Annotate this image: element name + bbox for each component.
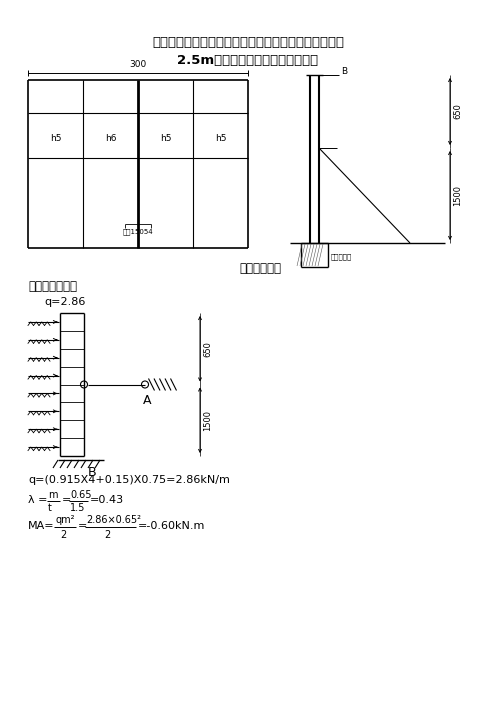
- Text: A: A: [143, 394, 151, 407]
- Text: 1.5: 1.5: [70, 503, 85, 513]
- Text: 1500: 1500: [453, 185, 462, 206]
- Text: h5: h5: [215, 134, 226, 143]
- Text: 1500: 1500: [203, 410, 212, 431]
- Text: m: m: [48, 490, 58, 500]
- Text: =-0.60kN.m: =-0.60kN.m: [138, 521, 205, 531]
- Text: h5: h5: [50, 134, 61, 143]
- Text: 《菆田市房建市政工程围挡、外架、扬尘等示范图集》: 《菆田市房建市政工程围挡、外架、扬尘等示范图集》: [152, 36, 344, 48]
- Text: =: =: [62, 495, 71, 505]
- Text: 计算受力简图: 计算受力简图: [239, 262, 281, 274]
- Text: 300: 300: [129, 60, 147, 69]
- Text: h6: h6: [105, 134, 116, 143]
- Text: 地脚螺栓下: 地脚螺栓下: [331, 253, 352, 260]
- Text: MA=: MA=: [28, 521, 55, 531]
- Text: q=(0.915X4+0.15)X0.75=2.86kN/m: q=(0.915X4+0.15)X0.75=2.86kN/m: [28, 475, 230, 485]
- Text: B: B: [88, 465, 97, 479]
- Text: =0.43: =0.43: [90, 495, 124, 505]
- Text: 0.65: 0.65: [70, 490, 91, 500]
- Text: 槽匄15054: 槽匄15054: [123, 229, 153, 235]
- Text: 2: 2: [60, 530, 66, 540]
- Text: h5: h5: [160, 134, 171, 143]
- Text: λ =: λ =: [28, 495, 48, 505]
- Text: qm²: qm²: [55, 515, 74, 525]
- Text: 2.86×0.65²: 2.86×0.65²: [86, 515, 141, 525]
- Text: B: B: [341, 67, 347, 77]
- Text: q=2.86: q=2.86: [44, 297, 85, 307]
- Text: 柱承受风线荷载: 柱承受风线荷载: [28, 279, 77, 293]
- Text: 650: 650: [453, 104, 462, 119]
- Text: t: t: [48, 503, 52, 513]
- Text: 2.5m钉木复合板装配式围墙计算书: 2.5m钉木复合板装配式围墙计算书: [178, 53, 318, 67]
- Text: 2: 2: [104, 530, 110, 540]
- Text: =: =: [78, 521, 87, 531]
- Text: 650: 650: [203, 340, 212, 357]
